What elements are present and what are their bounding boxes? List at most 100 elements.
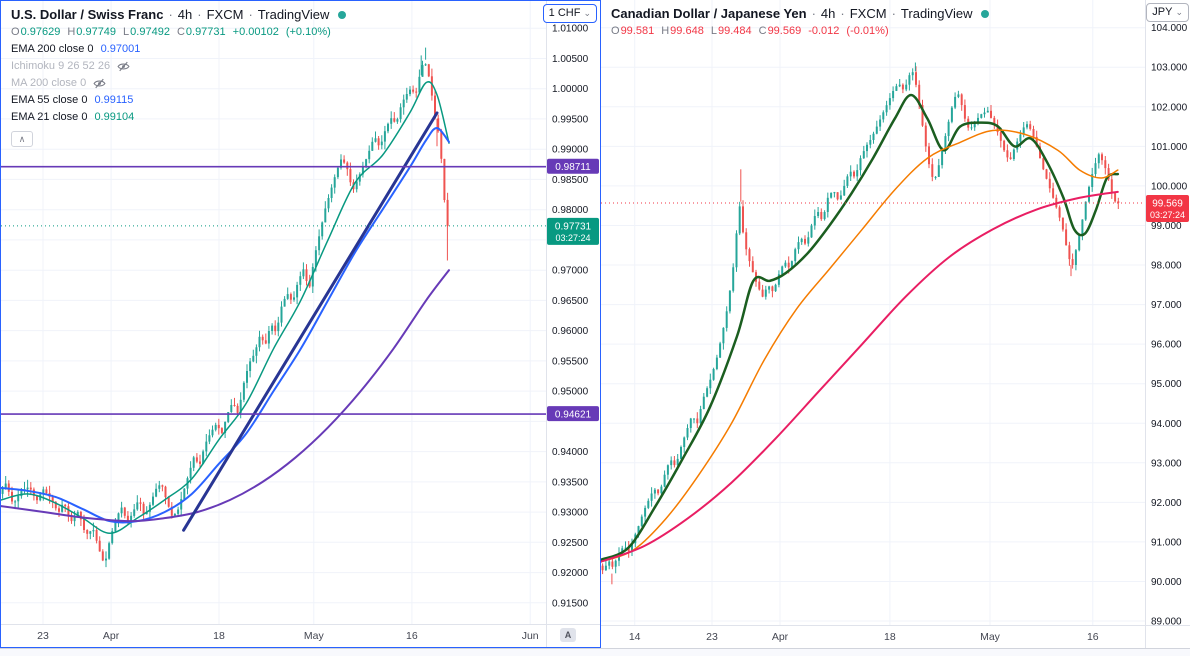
- chart-panel-usdchf[interactable]: 0.91500 0.92000 0.92500 0.93000 0.93500 0.940…: [0, 0, 601, 648]
- open-value: O0.97629: [11, 26, 61, 38]
- high-value: H99.648: [661, 25, 704, 37]
- svg-text:103.000: 103.000: [1151, 63, 1188, 74]
- brand-label: TradingView: [257, 7, 330, 22]
- symbol-name[interactable]: Canadian Dollar / Japanese Yen: [611, 6, 807, 21]
- ma-orange-line[interactable]: [601, 129, 1119, 563]
- symbol-title[interactable]: U.S. Dollar / Swiss Franc · 4h · FXCM · …: [11, 7, 347, 22]
- change-percent: (+0.10%): [285, 26, 331, 38]
- svg-text:0.94000: 0.94000: [552, 447, 589, 458]
- svg-text:91.000: 91.000: [1151, 537, 1182, 548]
- svg-text:1.00500: 1.00500: [552, 54, 589, 65]
- indicator-label: EMA 21 close 0: [11, 111, 88, 123]
- indicator-value: 0.99115: [94, 94, 134, 106]
- chevron-down-icon: ⌄: [1175, 7, 1183, 18]
- interval-label[interactable]: 4h: [820, 6, 836, 21]
- price-axis[interactable]: 89.000 90.000 91.000 92.000 93.000 94.000 95.0…: [1145, 0, 1190, 648]
- usdchf-header: U.S. Dollar / Swiss Franc · 4h · FXCM · …: [11, 7, 347, 147]
- svg-text:0.98000: 0.98000: [552, 205, 589, 216]
- grid: [601, 0, 1145, 625]
- interval-label[interactable]: 4h: [177, 7, 193, 22]
- svg-text:0.91500: 0.91500: [552, 598, 589, 609]
- svg-text:0.99500: 0.99500: [552, 114, 589, 125]
- svg-text:23: 23: [706, 631, 718, 643]
- low-value: L99.484: [710, 25, 752, 37]
- svg-text:03:27:24: 03:27:24: [555, 233, 590, 243]
- svg-text:Jun: Jun: [522, 630, 539, 642]
- svg-text:0.95500: 0.95500: [552, 356, 589, 367]
- change-percent: (-0.01%): [846, 25, 889, 37]
- change-value: +0.00102: [232, 26, 279, 38]
- svg-text:1.01000: 1.01000: [552, 24, 589, 35]
- ema200-line[interactable]: [1, 269, 450, 523]
- indicator-row-ema55[interactable]: EMA 55 close 0 0.99115: [11, 94, 346, 106]
- svg-text:104.000: 104.000: [1151, 23, 1188, 34]
- indicator-row-ichimoku[interactable]: Ichimoku 9 26 52 26: [11, 60, 346, 72]
- ma-green-line[interactable]: [601, 93, 1120, 561]
- svg-text:16: 16: [406, 630, 418, 642]
- svg-text:1.00000: 1.00000: [552, 84, 589, 95]
- usdchf-chart-canvas[interactable]: 0.91500 0.92000 0.92500 0.93000 0.93500 0.940…: [1, 1, 600, 647]
- svg-text:89.000: 89.000: [1151, 617, 1182, 628]
- candles-layer: [1, 47, 449, 568]
- svg-text:0.92000: 0.92000: [552, 568, 589, 579]
- svg-text:97.000: 97.000: [1151, 300, 1182, 311]
- price-axis[interactable]: 0.91500 0.92000 0.92500 0.93000 0.93500 0.940…: [546, 1, 600, 647]
- indicator-value: 0.97001: [100, 43, 141, 55]
- eye-off-icon[interactable]: [117, 61, 130, 72]
- svg-text:Apr: Apr: [103, 630, 120, 642]
- svg-text:95.000: 95.000: [1151, 379, 1182, 390]
- open-value: O99.581: [611, 25, 655, 37]
- indicator-row-ema21[interactable]: EMA 21 close 0 0.99104: [11, 111, 346, 123]
- chart-panel-cadjpy[interactable]: 89.000 90.000 91.000 92.000 93.000 94.000 95.0…: [601, 0, 1190, 648]
- change-value: -0.012: [808, 25, 840, 37]
- brand-label: TradingView: [900, 6, 973, 21]
- indicator-row-ema200[interactable]: EMA 200 close 0 0.97001: [11, 43, 346, 55]
- svg-text:16: 16: [1087, 631, 1099, 643]
- cadjpy-header: Canadian Dollar / Japanese Yen · 4h · FX…: [611, 6, 990, 37]
- currency-scale-label: 1 CHF: [548, 7, 581, 19]
- svg-text:14: 14: [629, 631, 641, 643]
- svg-text:102.000: 102.000: [1151, 102, 1188, 113]
- svg-text:0.97000: 0.97000: [552, 266, 589, 277]
- separator-dot: ·: [248, 7, 253, 22]
- svg-text:99.000: 99.000: [1151, 221, 1182, 232]
- trendline[interactable]: [182, 111, 439, 532]
- symbol-name[interactable]: U.S. Dollar / Swiss Franc: [11, 7, 164, 22]
- indicator-label: Ichimoku 9 26 52 26: [11, 60, 111, 72]
- svg-text:99.569: 99.569: [1152, 199, 1183, 210]
- a-badge: A: [560, 628, 576, 642]
- chevron-down-icon: ⌄: [583, 8, 591, 19]
- svg-text:90.000: 90.000: [1151, 577, 1182, 588]
- high-value: H0.97749: [67, 26, 117, 38]
- symbol-title[interactable]: Canadian Dollar / Japanese Yen · 4h · FX…: [611, 6, 990, 21]
- svg-text:0.92500: 0.92500: [552, 538, 589, 549]
- market-status-dot: [338, 10, 347, 19]
- currency-scale-button-chf[interactable]: 1 CHF ⌄: [542, 4, 597, 24]
- svg-text:May: May: [980, 631, 1001, 643]
- indicator-label: MA 200 close 0: [11, 77, 87, 89]
- cadjpy-price-chart-svg[interactable]: 89.000 90.000 91.000 92.000 93.000 94.000 95.0…: [601, 0, 1190, 648]
- svg-text:0.95000: 0.95000: [552, 387, 589, 398]
- bottom-window-edge: [0, 648, 1190, 656]
- currency-scale-button-jpy[interactable]: JPY ⌄: [1146, 3, 1189, 23]
- svg-text:0.98500: 0.98500: [552, 175, 589, 186]
- eye-off-icon[interactable]: [93, 78, 106, 89]
- ohlc-readout: O0.97629 H0.97749 L0.97492 C0.97731 +0.0…: [11, 26, 346, 38]
- svg-text:0.98711: 0.98711: [555, 162, 591, 173]
- time-axis[interactable]: 14 23 Apr 18 May 16: [601, 625, 1190, 644]
- exchange-label: FXCM: [206, 7, 244, 22]
- ma-pink-line[interactable]: [601, 190, 1119, 563]
- indicator-label: EMA 200 close 0: [11, 43, 94, 55]
- usdchf-price-chart-svg[interactable]: 0.91500 0.92000 0.92500 0.93000 0.93500 0.940…: [1, 1, 600, 647]
- level-price-badge: 0.98711: [547, 158, 599, 174]
- cadjpy-chart-canvas[interactable]: 89.000 90.000 91.000 92.000 93.000 94.000 95.0…: [601, 0, 1190, 648]
- collapse-indicators-button[interactable]: ∧: [11, 131, 33, 147]
- indicator-row-ma200[interactable]: MA 200 close 0: [11, 77, 346, 89]
- svg-text:Apr: Apr: [772, 631, 789, 643]
- separator-dot: ·: [197, 7, 202, 22]
- time-axis[interactable]: 23 Apr 18 May 16 Jun: [1, 624, 600, 643]
- exchange-label: FXCM: [849, 6, 887, 21]
- svg-text:0.96500: 0.96500: [552, 296, 589, 307]
